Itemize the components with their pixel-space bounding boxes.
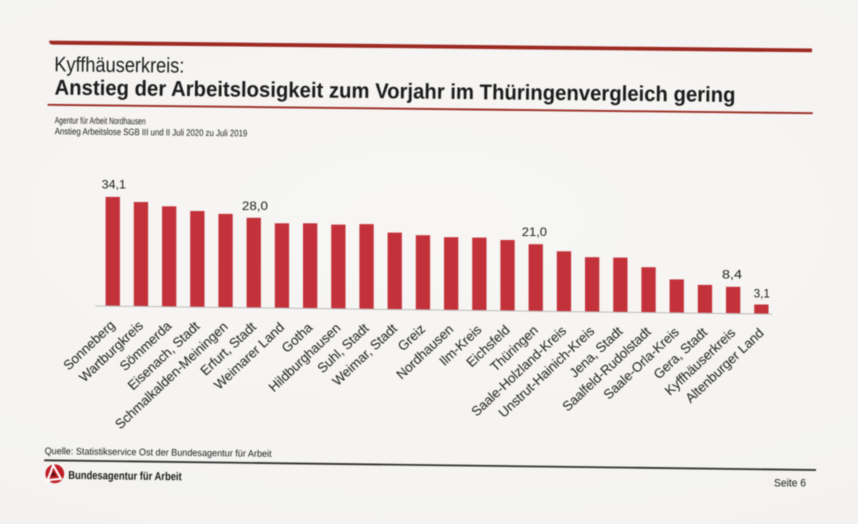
- svg-text:3,1: 3,1: [754, 287, 771, 301]
- svg-text:8,4: 8,4: [722, 267, 742, 281]
- svg-text:Anstieg der Arbeitslosigkeit z: Anstieg der Arbeitslosigkeit zum Vorjahr…: [54, 76, 735, 107]
- svg-text:28,0: 28,0: [242, 199, 268, 213]
- svg-text:34,1: 34,1: [102, 178, 127, 192]
- svg-text:Kyffhäuserkreis:: Kyffhäuserkreis:: [54, 53, 184, 77]
- svg-text:Bundesagentur für Arbeit: Bundesagentur für Arbeit: [68, 470, 182, 483]
- svg-text:Anstieg Arbeitslose SGB III un: Anstieg Arbeitslose SGB III und II Juli …: [55, 126, 248, 138]
- svg-text:Agentur für Arbeit Nordhausen: Agentur für Arbeit Nordhausen: [55, 115, 146, 126]
- svg-text:Seite 6: Seite 6: [774, 477, 806, 489]
- svg-text:21,0: 21,0: [522, 225, 547, 239]
- svg-text:Quelle: Statistikservice Ost d: Quelle: Statistikservice Ost der Bundesa…: [45, 446, 272, 460]
